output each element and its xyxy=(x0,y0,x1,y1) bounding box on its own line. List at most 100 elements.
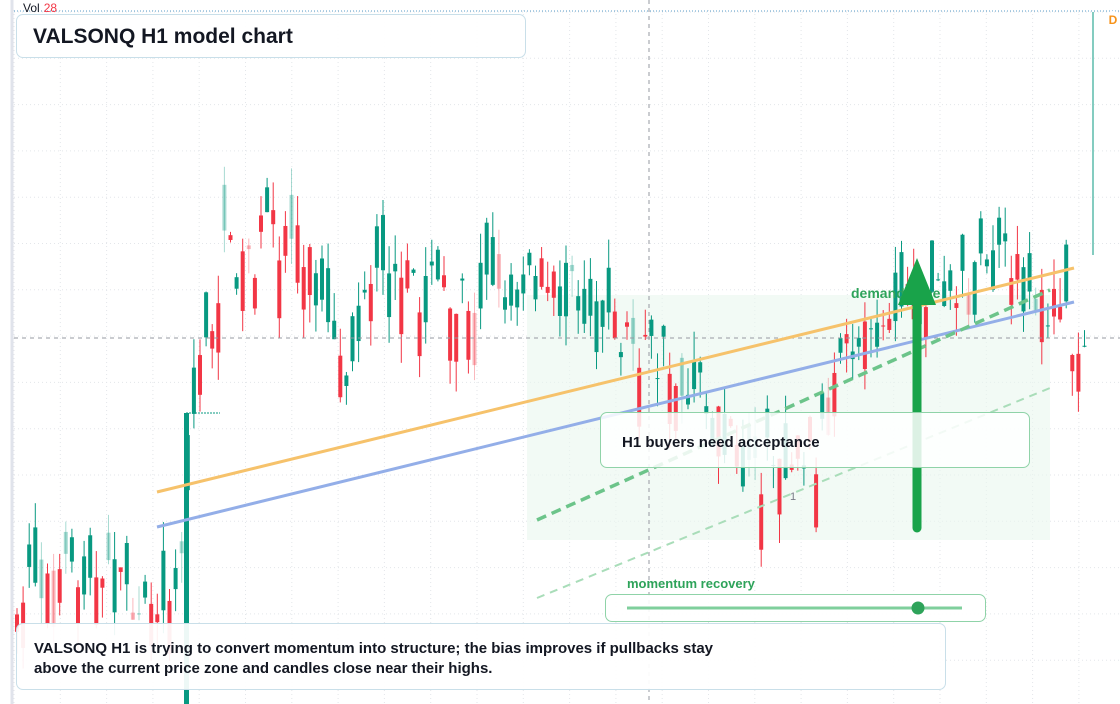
candle-body xyxy=(259,215,263,232)
badge[interactable]: D xyxy=(1104,11,1120,29)
candle-body xyxy=(442,275,446,288)
candle-body xyxy=(1082,345,1087,347)
candle-body xyxy=(184,413,189,704)
candle-body xyxy=(551,271,556,298)
candle-body xyxy=(954,303,959,308)
candle-body xyxy=(173,568,178,590)
candle-body xyxy=(936,279,941,281)
candle-body xyxy=(521,274,526,294)
candle-body xyxy=(69,537,74,562)
candle-body xyxy=(777,458,782,515)
candle-body xyxy=(393,263,398,272)
candle-body xyxy=(460,278,465,281)
candle-body xyxy=(326,268,331,323)
candle-body xyxy=(88,535,93,578)
candle-body xyxy=(1064,244,1069,302)
candle-body xyxy=(344,375,349,386)
candle-body xyxy=(490,237,495,285)
candle-body xyxy=(759,494,764,550)
callout-text: H1 buyers need acceptance xyxy=(622,434,820,451)
candle-body xyxy=(143,581,148,598)
candle-body xyxy=(466,310,471,360)
candle-body xyxy=(1076,353,1081,392)
candle-body xyxy=(435,249,440,280)
candle-body xyxy=(283,225,288,256)
slider[interactable] xyxy=(605,594,986,622)
candle-body xyxy=(1009,278,1014,305)
candle-body xyxy=(649,319,654,336)
candle-body xyxy=(637,367,642,427)
candle-body xyxy=(295,225,300,283)
candle-body xyxy=(655,378,660,380)
candle-body xyxy=(94,577,99,626)
candle-body xyxy=(875,322,880,347)
candle-body xyxy=(856,337,861,347)
candle-body xyxy=(618,352,623,358)
candle-body xyxy=(63,531,68,554)
candle-body xyxy=(155,614,160,623)
candle-body xyxy=(222,184,227,231)
candle-body xyxy=(686,394,690,405)
candle-body xyxy=(374,226,379,268)
candle-body xyxy=(673,385,678,431)
candle-body xyxy=(942,281,947,307)
candle-body xyxy=(948,270,953,291)
candle-body xyxy=(594,301,599,353)
candle-body xyxy=(576,296,581,311)
candle-body xyxy=(39,559,44,599)
candle-body xyxy=(667,373,672,424)
candle-body xyxy=(277,260,282,319)
candle-body xyxy=(106,532,111,561)
candle-body xyxy=(100,578,105,588)
candle-body xyxy=(161,550,166,611)
candle-body xyxy=(289,194,294,239)
candle-body xyxy=(448,308,453,361)
slider-knob[interactable] xyxy=(911,601,925,615)
candle-body xyxy=(545,286,550,293)
candle-body xyxy=(978,218,983,254)
candle-body xyxy=(704,406,709,414)
candle-body xyxy=(478,262,483,309)
candle-body xyxy=(893,272,898,322)
candle-body xyxy=(381,215,385,271)
candle-body xyxy=(405,260,410,289)
candle-body xyxy=(862,321,867,370)
candle-body xyxy=(137,613,141,615)
candle-body xyxy=(515,289,520,308)
candle-body xyxy=(832,372,837,417)
candle-body xyxy=(503,297,507,310)
candle-body xyxy=(582,288,587,324)
candle-body xyxy=(820,392,825,419)
candle-body xyxy=(252,277,257,309)
candle-body xyxy=(984,259,989,267)
candle-body xyxy=(887,318,892,330)
summary-line: above the current price zone and candles… xyxy=(34,660,493,677)
candle-body xyxy=(387,273,392,318)
candle-body xyxy=(509,274,514,306)
candle-body xyxy=(1052,288,1056,317)
volume-label: Vol xyxy=(23,1,40,15)
candle-body xyxy=(301,267,306,310)
candle-body xyxy=(307,247,312,296)
candle-body xyxy=(570,264,575,272)
candle-body xyxy=(539,258,544,287)
candle-body xyxy=(679,357,684,396)
candle-body xyxy=(198,355,202,395)
trend-line xyxy=(536,288,1051,522)
candle-body xyxy=(265,187,270,213)
candle-body xyxy=(204,292,209,338)
candle-body xyxy=(338,355,343,398)
candle-body xyxy=(118,567,123,572)
candle-body xyxy=(472,312,477,366)
candle-body xyxy=(423,276,428,323)
candle-body xyxy=(332,320,337,340)
candle-body xyxy=(661,325,666,337)
candle-body xyxy=(57,569,62,603)
candle-body xyxy=(51,570,56,627)
marker-label: 1 xyxy=(790,491,797,503)
volume-legend: Vol 28 xyxy=(23,1,57,15)
candle-body xyxy=(368,283,373,322)
candle-body xyxy=(869,328,873,330)
candle-body xyxy=(1027,253,1032,292)
